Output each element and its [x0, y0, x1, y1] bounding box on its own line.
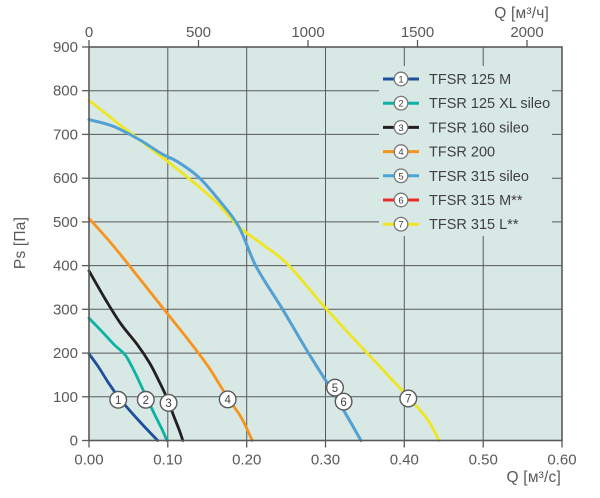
curve-5	[87, 118, 363, 442]
legend-number-badge	[393, 71, 409, 87]
curve-number-badge: 2	[136, 390, 155, 409]
curve-number-badge: 5	[326, 378, 345, 397]
legend-item: 5 TFSR 315 sileo	[383, 168, 529, 185]
legend-badge-number: 1	[398, 75, 403, 86]
legend-item-label: TFSR 125 XL sileo	[429, 96, 550, 112]
y-tick-label: 100	[53, 389, 78, 406]
legend-badge-number: 3	[398, 123, 403, 134]
legend-badge-number: 5	[398, 171, 403, 182]
legend-badge-number: 4	[398, 147, 403, 158]
badge-circle	[334, 392, 353, 411]
legend-number-badge	[393, 119, 409, 135]
badge-number: 5	[332, 383, 338, 395]
legend-number-badge	[393, 95, 409, 111]
x-bottom-tick-label: 0.30	[311, 452, 340, 469]
legend-badge-number: 6	[398, 196, 403, 207]
badge-number: 2	[143, 395, 149, 407]
legend-item-label: TFSR 315 sileo	[429, 169, 529, 185]
badge-circle	[109, 390, 128, 409]
curve-number-badge: 7	[399, 389, 418, 408]
legend-number-badge	[393, 192, 409, 208]
x-top-tick-label: 0	[85, 24, 93, 41]
curve-number-badge: 6	[334, 392, 353, 411]
y-tick-label: 200	[53, 345, 78, 362]
legend-item-label: TFSR 160 sileo	[429, 120, 529, 136]
curve-number-badge: 4	[218, 390, 237, 409]
legend-item-label: TFSR 315 L**	[429, 217, 519, 233]
x-bottom-tick-label: 0.00	[74, 452, 103, 469]
curve-number-badge: 1	[109, 390, 128, 409]
badge-number: 6	[340, 397, 346, 409]
legend: 1 TFSR 125 M 2 TFSR 125 XL sileo 3 TFSR 160 s…	[379, 66, 552, 236]
badge-number: 3	[165, 398, 171, 410]
y-tick-label: 700	[53, 126, 78, 143]
badge-circle	[399, 389, 418, 408]
y-axis-unit-label: Ps [Па]	[12, 216, 29, 270]
legend-item: 7 TFSR 315 L**	[383, 216, 519, 233]
badge-circle	[159, 393, 178, 412]
axis-ticks	[82, 40, 563, 448]
y-tick-label: 300	[53, 301, 78, 318]
badge-circle	[218, 390, 237, 409]
y-tick-label: 600	[53, 170, 78, 187]
legend-item: 2 TFSR 125 XL sileo	[383, 95, 550, 112]
legend-item: 6 TFSR 315 M**	[383, 192, 523, 209]
legend-number-badge	[393, 168, 409, 184]
y-tick-label: 0	[70, 433, 78, 450]
badge-circle	[136, 390, 155, 409]
tick-labels: 0 100 200 300 400 500 600 700 800 900 0.00 0.10 0.20…	[53, 24, 577, 469]
y-tick-label: 500	[53, 214, 78, 231]
legend-badge-number: 2	[398, 99, 403, 110]
curve-number-badges: 1 2 3 4 56 7	[109, 378, 418, 412]
curve-number-badge: 3	[159, 393, 178, 412]
legend-number-badge	[393, 144, 409, 160]
legend-item: 1 TFSR 125 M	[383, 71, 511, 88]
bottom-axis-unit-label: Q [м³/с]	[506, 469, 561, 486]
x-bottom-tick-label: 0.60	[547, 452, 576, 469]
x-top-tick-label: 1500	[401, 24, 434, 41]
legend-item-label: TFSR 200	[429, 145, 495, 161]
badge-number: 7	[405, 394, 411, 406]
x-top-tick-label: 500	[186, 24, 211, 41]
y-tick-label: 400	[53, 258, 78, 275]
x-bottom-tick-label: 0.20	[232, 452, 261, 469]
badge-number: 1	[115, 395, 121, 407]
x-bottom-tick-label: 0.50	[469, 452, 498, 469]
legend-badge-number: 7	[398, 220, 403, 231]
curve-4	[87, 217, 254, 442]
curve-2	[87, 316, 169, 442]
x-top-tick-label: 1000	[291, 24, 324, 41]
legend-item-label: TFSR 125 M	[429, 72, 511, 88]
x-bottom-tick-label: 0.40	[390, 452, 419, 469]
badge-number: 4	[224, 395, 231, 407]
legend-item: 4 TFSR 200	[383, 144, 495, 161]
badge-circle	[326, 378, 345, 397]
y-tick-label: 900	[53, 39, 78, 56]
legend-number-badge	[393, 216, 409, 232]
curve-3	[87, 269, 185, 442]
legend-item: 3 TFSR 160 sileo	[383, 119, 529, 136]
x-bottom-tick-label: 0.10	[153, 452, 182, 469]
x-top-tick-label: 2000	[510, 24, 543, 41]
top-axis-unit-label: Q [м³/ч]	[494, 5, 549, 22]
y-tick-label: 800	[53, 83, 78, 100]
legend-item-label: TFSR 315 M**	[429, 193, 523, 209]
